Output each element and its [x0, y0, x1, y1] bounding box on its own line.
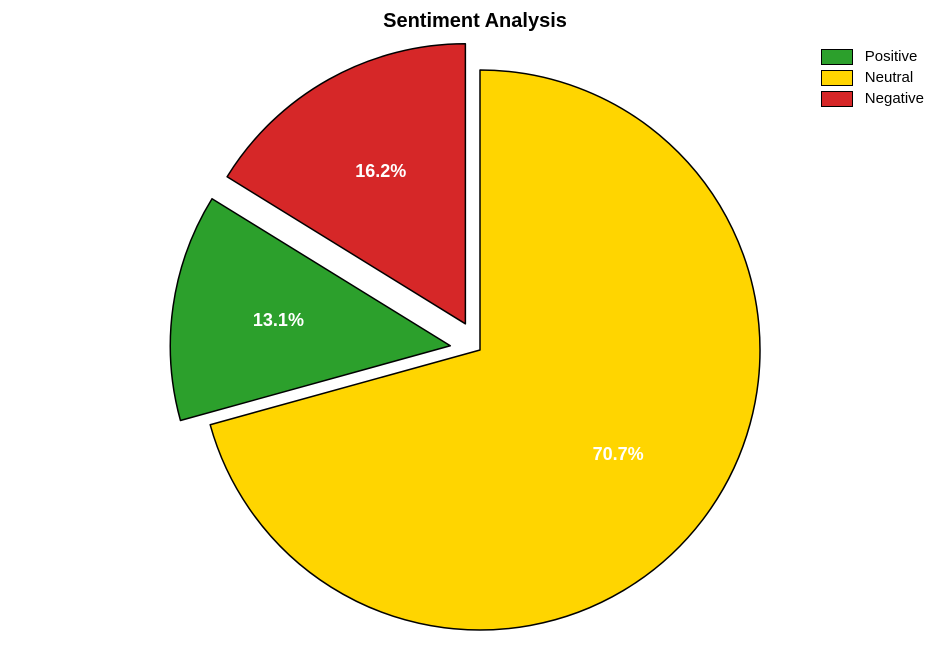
legend-swatch: [821, 49, 853, 65]
legend-item-negative: Negative: [821, 90, 924, 107]
pie-chart: 16.2% 13.1% 70.7%: [0, 0, 950, 662]
legend-label: Neutral: [865, 69, 913, 86]
legend-label: Negative: [865, 90, 924, 107]
slice-label-negative: 16.2%: [355, 161, 406, 181]
slice-label-positive: 13.1%: [253, 310, 304, 330]
legend-item-positive: Positive: [821, 48, 924, 65]
legend-label: Positive: [865, 48, 918, 65]
slice-label-neutral: 70.7%: [593, 444, 644, 464]
legend: Positive Neutral Negative: [821, 48, 924, 111]
legend-item-neutral: Neutral: [821, 69, 924, 86]
legend-swatch: [821, 91, 853, 107]
legend-swatch: [821, 70, 853, 86]
